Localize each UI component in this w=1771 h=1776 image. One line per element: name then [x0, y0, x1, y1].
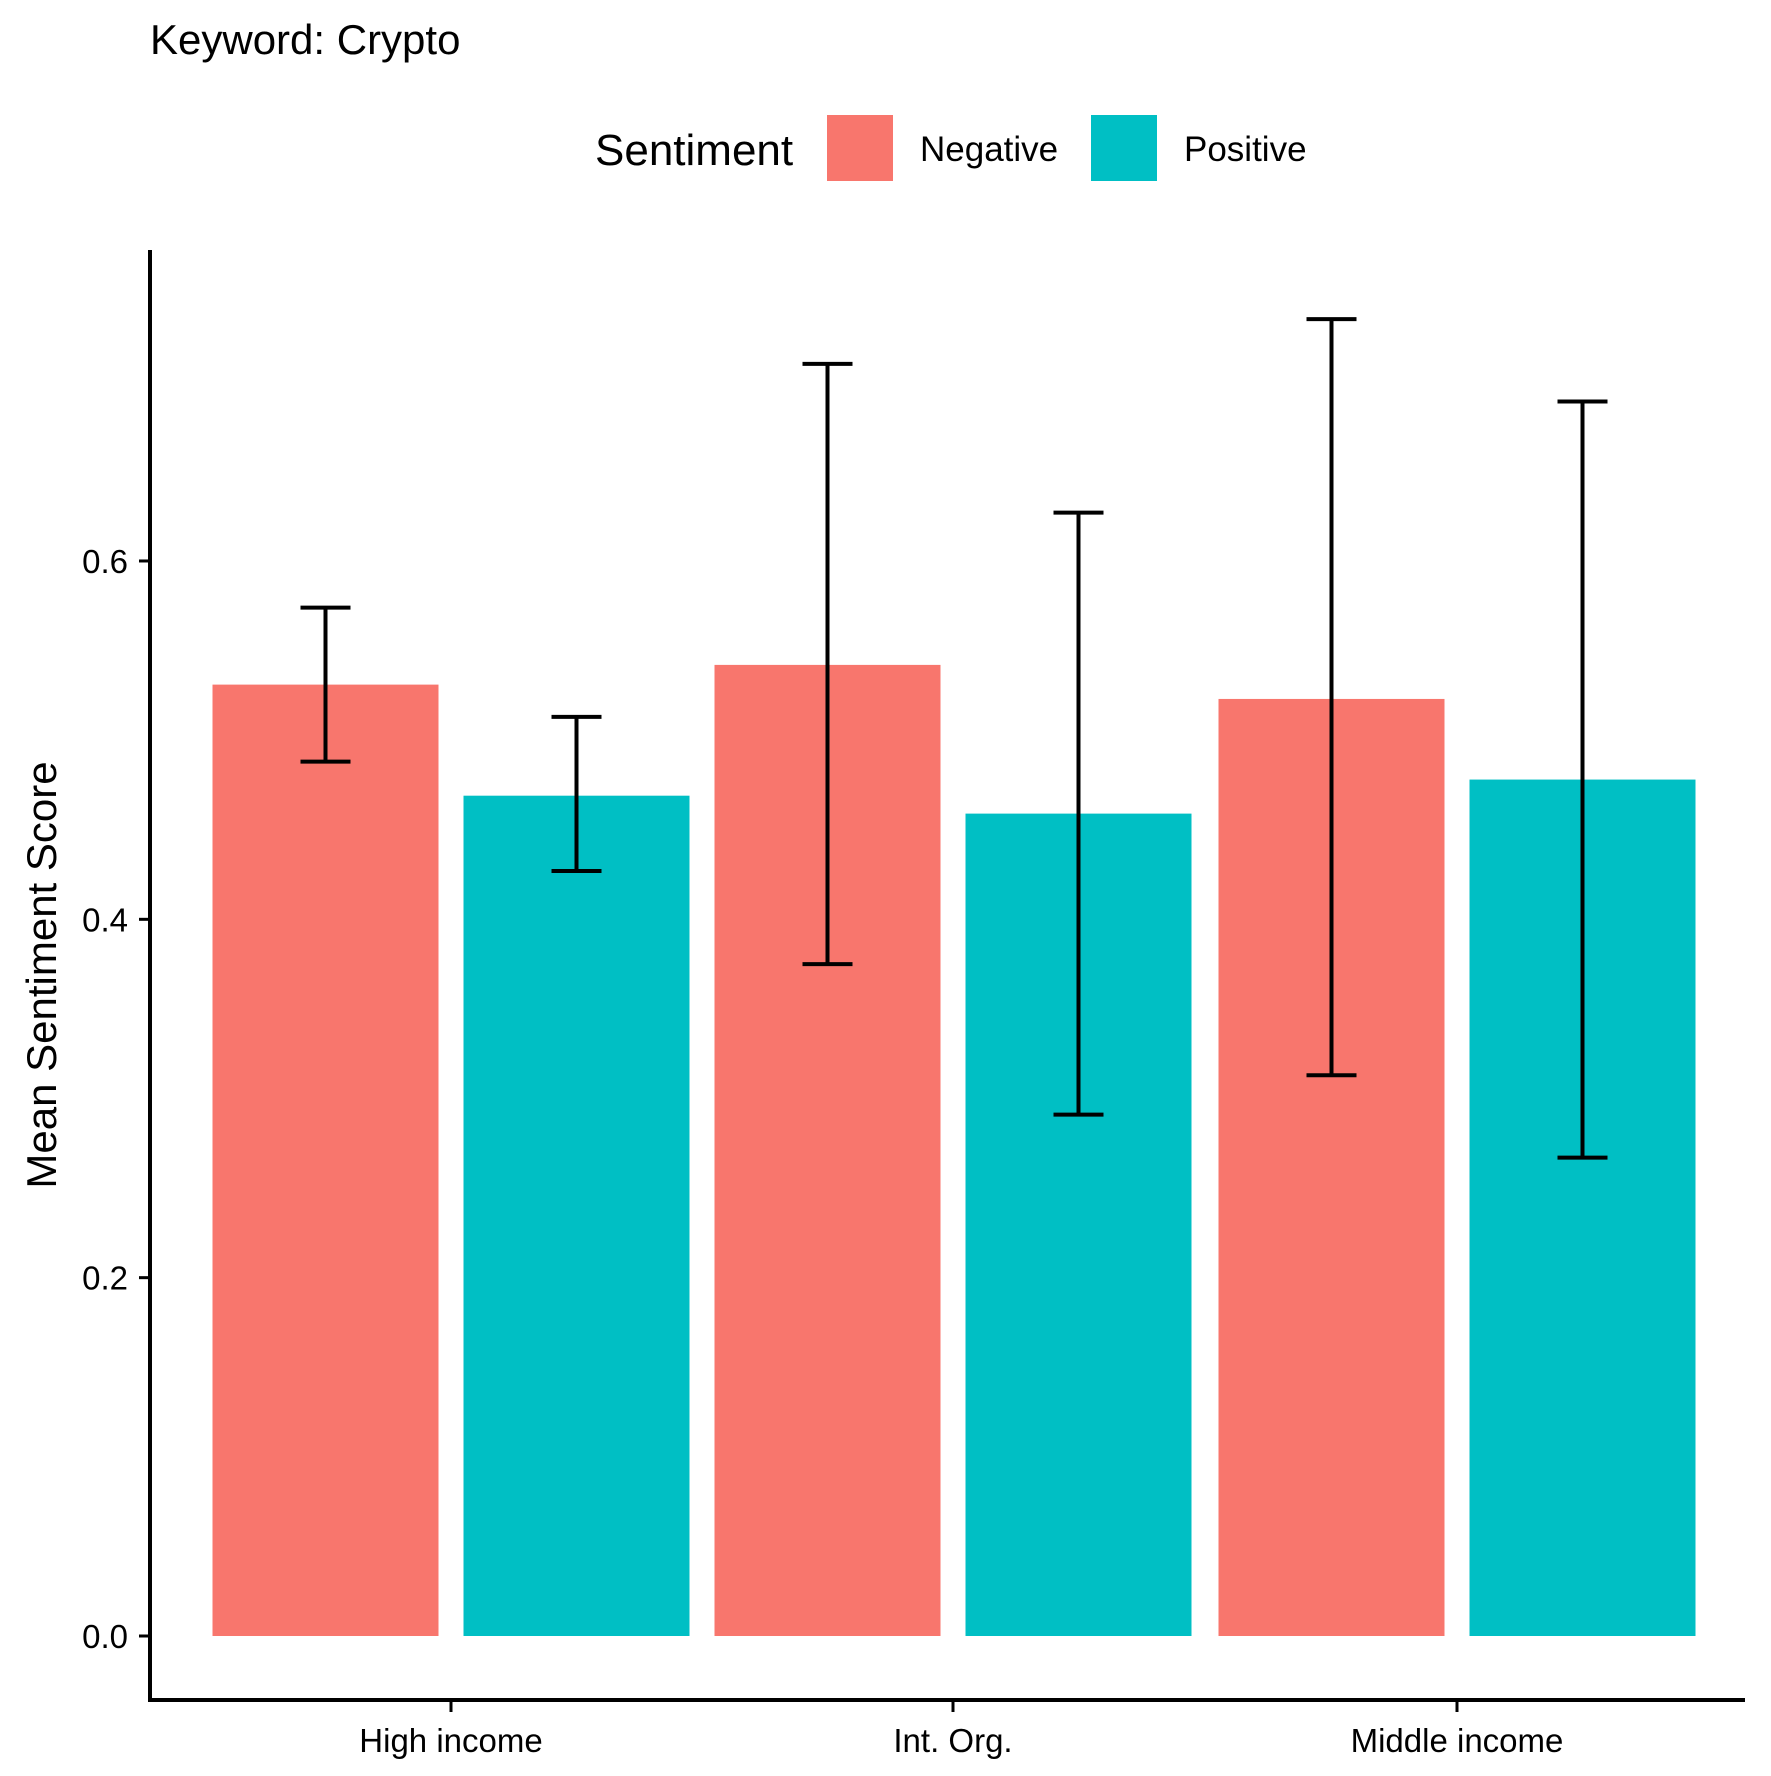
x-tick-label: High income [359, 1722, 542, 1759]
legend: Sentiment Negative Positive [595, 115, 1307, 181]
errorbar-positive-1 [1053, 510, 1104, 1117]
errorbar-positive-2 [1557, 399, 1608, 1160]
legend-label-negative: Negative [920, 130, 1058, 169]
errorbar-negative-1 [802, 361, 853, 967]
x-tick-label: Int. Org. [893, 1722, 1012, 1759]
y-axis-label: Mean Sentiment Score [18, 761, 65, 1188]
x-tick-label: Middle income [1351, 1722, 1564, 1759]
legend-label-positive: Positive [1184, 130, 1307, 169]
errorbar-positive-0 [551, 714, 602, 873]
y-ticks: 0.0 0.2 0.4 0.6 [82, 543, 150, 1655]
y-tick-label: 0.4 [82, 901, 128, 938]
y-tick-label: 0.6 [82, 543, 128, 580]
x-ticks: High income Int. Org. Middle income [359, 1700, 1563, 1759]
bar-negative-0 [212, 684, 439, 1636]
legend-swatch-negative [827, 115, 893, 181]
legend-swatch-positive [1091, 115, 1157, 181]
errorbar-negative-0 [300, 605, 351, 764]
y-tick-label: 0.0 [82, 1618, 128, 1655]
errorbars-layer [300, 317, 1608, 1160]
axes [148, 250, 1745, 1702]
errorbar-negative-2 [1306, 317, 1357, 1078]
bar-positive-0 [463, 795, 690, 1636]
legend-title: Sentiment [595, 126, 793, 175]
bars-layer [212, 664, 1696, 1636]
y-tick-label: 0.2 [82, 1260, 128, 1297]
chart-title: Keyword: Crypto [150, 16, 460, 63]
